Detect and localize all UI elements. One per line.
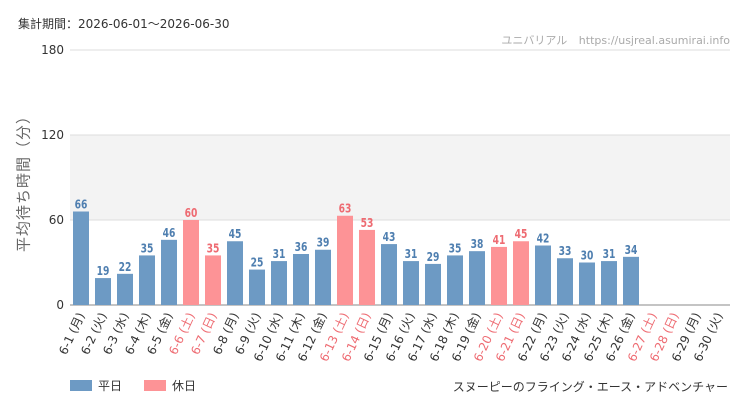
bar [447, 255, 463, 305]
legend-label-weekday: 平日 [98, 379, 123, 393]
grid-band [70, 135, 730, 220]
bar [139, 255, 155, 305]
y-tick-label: 120 [41, 128, 64, 142]
bar-value-label: 63 [339, 202, 352, 216]
site-url: https://usjreal.asumirai.info [578, 34, 730, 47]
bar [315, 249, 331, 305]
bar-value-label: 36 [295, 240, 308, 254]
bar-value-label: 25 [251, 256, 264, 270]
bar-value-label: 35 [141, 242, 154, 256]
legend-swatch-holiday [144, 380, 167, 391]
bar-value-label: 30 [581, 249, 594, 263]
bar [95, 278, 111, 305]
bar [227, 241, 243, 305]
bar [403, 261, 419, 305]
bar [359, 229, 375, 305]
bar [73, 211, 89, 305]
bar-value-label: 35 [449, 242, 462, 256]
bar [293, 254, 309, 305]
legend-item-weekday: 平日 [70, 377, 122, 394]
bar [117, 273, 133, 305]
bar [557, 258, 573, 305]
bar [491, 246, 507, 305]
attraction-name: スヌーピーのフライング・エース・アドベンチャー [452, 380, 728, 394]
bar-value-label: 38 [471, 237, 484, 251]
bar [579, 262, 595, 305]
bar [425, 263, 441, 305]
bar [249, 269, 265, 305]
bar [205, 255, 221, 305]
bar-value-label: 19 [97, 264, 110, 278]
bar-value-label: 31 [603, 247, 616, 261]
bar-value-label: 31 [405, 247, 418, 261]
bar-value-label: 29 [427, 250, 440, 264]
bar [271, 261, 287, 305]
y-tick-label: 0 [56, 298, 64, 312]
y-tick-label: 60 [49, 213, 64, 227]
bar-value-label: 43 [383, 230, 396, 244]
site-name: ユニバリアル [501, 34, 568, 47]
bar-value-label: 33 [559, 244, 572, 258]
legend: 平日 休日 [70, 377, 196, 394]
bar-value-label: 60 [185, 206, 198, 220]
bar-value-label: 34 [625, 243, 638, 257]
bar [381, 244, 397, 305]
bar [337, 215, 353, 305]
bar-value-label: 41 [493, 233, 506, 247]
legend-label-holiday: 休日 [172, 379, 197, 393]
bar [161, 239, 177, 305]
legend-swatch-weekday [70, 380, 92, 391]
bar [535, 245, 551, 305]
site-credit: ユニバリアル https://usjreal.asumirai.info [493, 32, 730, 48]
legend-item-holiday: 休日 [144, 377, 196, 394]
bar-value-label: 53 [361, 216, 374, 230]
bar-value-label: 22 [119, 260, 132, 274]
bar-value-label: 66 [75, 198, 88, 212]
bar-value-label: 45 [229, 227, 242, 241]
bar-value-label: 35 [207, 242, 220, 256]
bar [183, 220, 199, 305]
bar-value-label: 39 [317, 236, 330, 250]
bar [623, 256, 639, 305]
y-tick-label: 180 [41, 43, 64, 57]
bar [469, 251, 485, 305]
bar-value-label: 46 [163, 226, 176, 240]
bar-value-label: 42 [537, 232, 550, 246]
collection-period: 集計期間：2026-06-01～2026-06-30 [18, 17, 230, 31]
bar [601, 261, 617, 305]
bar [513, 241, 529, 305]
bar-value-label: 45 [515, 227, 528, 241]
bar-value-label: 31 [273, 247, 286, 261]
